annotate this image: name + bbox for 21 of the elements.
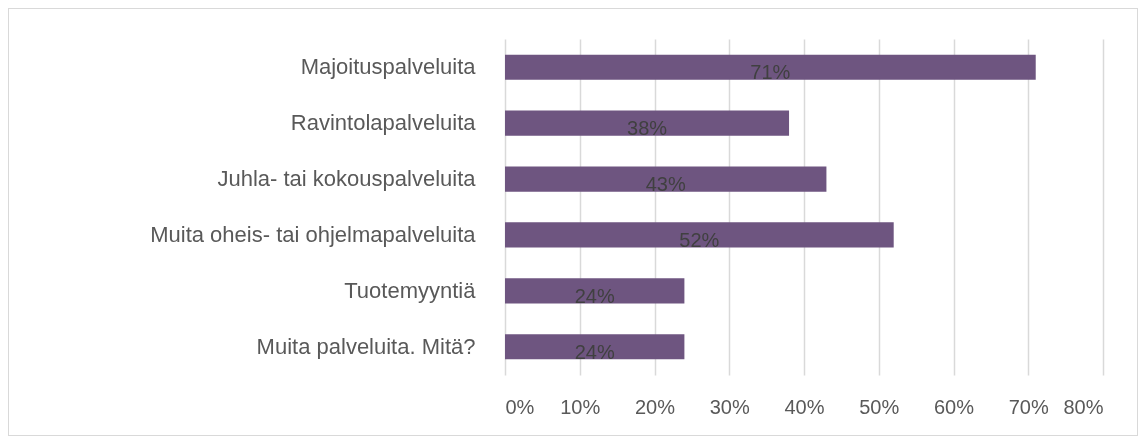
y-tick-label: Juhla- tai kokouspalveluita [217,166,477,192]
data-label: 24% [574,284,615,307]
y-tick-label: Muita palveluita. Mitä? [256,333,476,359]
data-label: 71% [750,61,791,84]
x-tick-label: 60% [933,395,975,418]
x-tick-label: 40% [784,395,825,418]
x-tick-label: 0% [505,395,535,418]
x-tick-label: 30% [709,395,750,418]
x-tick-label: 70% [1008,395,1049,418]
x-tick-label: 20% [634,395,676,418]
data-label: 24% [574,340,615,363]
x-tick-label: 50% [859,395,900,418]
x-tick-label: 10% [560,395,601,418]
x-tick-label: 80% [1063,395,1104,418]
data-label: 38% [627,117,668,140]
y-tick-label: Ravintolapalveluita [290,110,477,136]
data-label: 52% [679,228,720,251]
y-tick-label: Tuotemyyntiä [344,277,477,303]
data-label: 43% [645,173,686,196]
y-tick-label: Muita oheis- tai ohjelmapalveluita [150,221,477,247]
y-tick-label: Majoituspalveluita [300,54,477,80]
